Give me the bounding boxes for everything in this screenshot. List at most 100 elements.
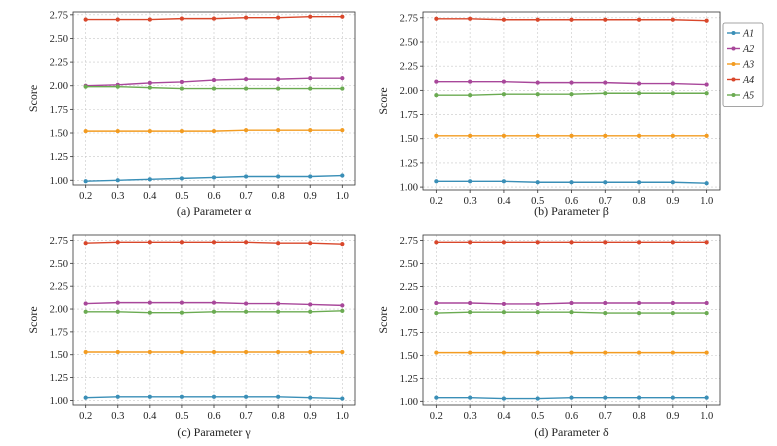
data-point-A4	[501, 240, 507, 245]
y-tick-label: 2.50	[400, 37, 418, 48]
y-tick-label: 2.25	[400, 62, 418, 73]
chart-panel-3: 0.2 0.3 0.4 0.5 0.6 0.7 0.8 0.9 1.0 1.00 1.25 1.50 1…	[26, 234, 356, 439]
data-point-A3	[467, 350, 473, 355]
data-point-A3	[340, 349, 345, 355]
data-point-A3	[147, 128, 152, 134]
y-tick-label: 1.50	[400, 351, 418, 362]
y-axis-label: Score	[376, 87, 390, 114]
data-point-A5	[535, 310, 540, 315]
data-point-A4	[308, 241, 313, 246]
data-point-A2	[704, 300, 709, 306]
data-point-A1	[434, 179, 439, 184]
data-point-A2	[670, 81, 676, 86]
data-point-A3	[704, 350, 709, 355]
y-tick-label: 1.50	[50, 129, 68, 140]
data-point-A5	[276, 309, 281, 314]
data-point-A1	[147, 177, 152, 182]
series-A5	[83, 308, 345, 315]
x-tick-label: 0.7	[240, 411, 253, 422]
chart-title: (b) Parameter β	[534, 204, 609, 218]
data-point-A5	[434, 93, 439, 98]
y-tick-label: 2.75	[50, 10, 68, 21]
data-point-A5	[670, 91, 676, 96]
data-point-A4	[115, 17, 120, 22]
data-point-A5	[603, 91, 608, 96]
data-point-A3	[569, 350, 574, 355]
data-point-A2	[636, 81, 642, 86]
y-tick-label: 1.25	[50, 373, 68, 384]
x-tick-label: 0.8	[272, 191, 285, 202]
data-point-A2	[569, 300, 574, 306]
data-point-A4	[434, 240, 439, 245]
data-point-A5	[636, 91, 642, 96]
series-A2	[434, 300, 709, 307]
data-point-A3	[501, 133, 507, 138]
data-point-A4	[340, 241, 345, 247]
data-point-A3	[308, 128, 313, 133]
data-point-A1	[501, 179, 507, 184]
data-point-A1	[340, 396, 345, 401]
data-point-A3	[83, 349, 88, 355]
data-point-A1	[340, 173, 345, 178]
data-point-A3	[636, 350, 642, 355]
data-point-A3	[704, 133, 709, 138]
x-tick-label: 0.5	[175, 411, 188, 422]
data-point-A3	[434, 350, 439, 355]
y-tick-label: 2.25	[400, 282, 418, 293]
data-point-A2	[340, 303, 345, 308]
x-tick-label: 0.7	[599, 411, 612, 422]
data-point-A5	[179, 86, 185, 91]
chart-title: (d) Parameter δ	[534, 425, 609, 439]
data-point-A2	[434, 300, 439, 306]
x-tick-label: 0.7	[599, 196, 612, 207]
data-point-A5	[569, 92, 574, 97]
data-point-A4	[179, 16, 185, 21]
y-tick-label: 1.50	[50, 350, 68, 361]
data-point-A3	[501, 350, 507, 355]
data-point-A4	[179, 240, 185, 245]
y-tick-label: 1.25	[400, 374, 418, 385]
grid	[423, 235, 720, 405]
data-point-A5	[115, 84, 120, 89]
y-tick-label: 1.75	[50, 105, 68, 116]
data-point-A1	[308, 395, 313, 400]
ticks: 0.2 0.3 0.4 0.5 0.6 0.7 0.8 0.9 1.0 1.00 1.25 1.50 1…	[400, 13, 714, 207]
x-tick-label: 0.6	[207, 191, 220, 202]
data-point-A2	[211, 300, 217, 305]
data-point-A1	[211, 175, 217, 180]
data-point-A3	[434, 133, 439, 138]
data-point-A5	[340, 308, 345, 314]
x-tick-label: 0.4	[143, 191, 157, 202]
legend-entry-A4: A4	[727, 75, 754, 86]
x-tick-label: 0.4	[497, 411, 511, 422]
data-point-A2	[467, 300, 473, 306]
data-point-A3	[535, 350, 540, 355]
y-tick-label: 1.75	[50, 327, 68, 338]
data-point-A4	[569, 17, 574, 22]
y-tick-label: 2.75	[400, 236, 418, 247]
y-tick-label: 2.00	[400, 86, 418, 97]
x-tick-label: 0.5	[531, 196, 544, 207]
data-point-A2	[308, 302, 313, 307]
data-point-A4	[670, 17, 676, 22]
data-point-A3	[276, 128, 281, 133]
data-point-A1	[603, 395, 608, 400]
y-tick-label: 2.00	[50, 81, 68, 92]
data-point-A1	[434, 395, 439, 400]
data-point-A3	[308, 349, 313, 355]
legend-label: A3	[742, 60, 754, 71]
data-point-A5	[308, 86, 313, 91]
data-point-A3	[636, 133, 642, 138]
data-point-A3	[569, 133, 574, 138]
chart-title: (c) Parameter γ	[177, 425, 251, 439]
data-point-A3	[670, 133, 676, 138]
legend-box	[722, 22, 764, 107]
legend-entry-A3: A3	[727, 60, 754, 71]
data-point-A2	[535, 80, 540, 85]
legend-swatch-marker	[731, 77, 736, 82]
x-tick-label: 0.8	[272, 411, 285, 422]
data-point-A4	[603, 17, 608, 22]
y-tick-label: 1.25	[400, 158, 418, 169]
x-tick-label: 1.0	[700, 196, 713, 207]
grid	[73, 12, 355, 185]
